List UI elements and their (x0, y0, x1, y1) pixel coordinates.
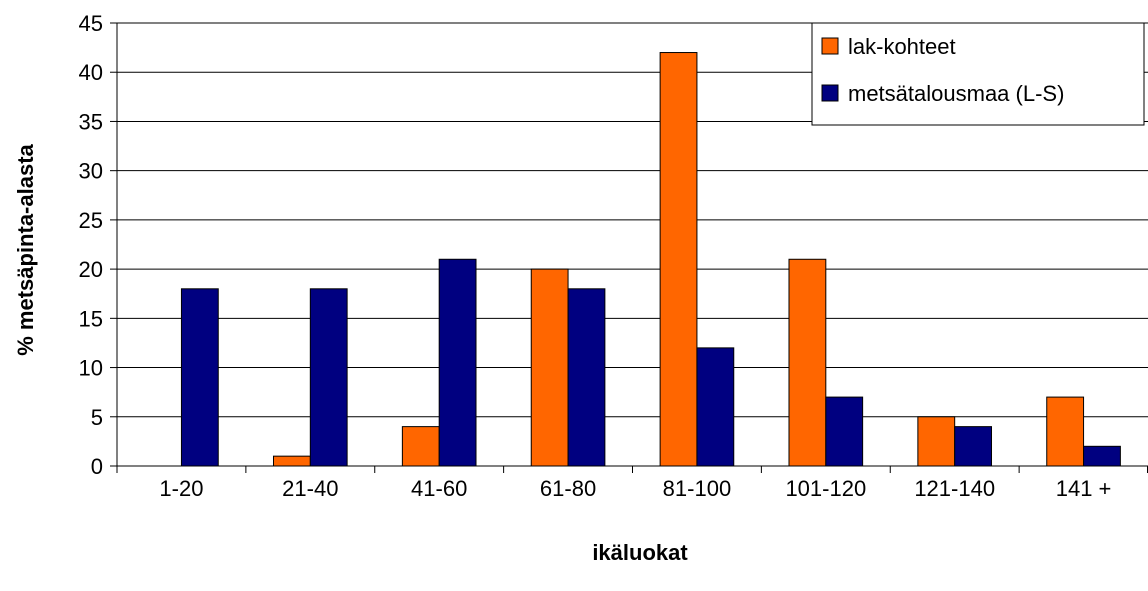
bar-lak-kohteet (272, 455, 311, 467)
x-tick-label: 21-40 (282, 476, 338, 501)
bar-metsatalousmaa (696, 347, 735, 467)
y-tick-label: 25 (79, 208, 103, 233)
legend: lak-kohteet metsätalousmaa (L-S) (811, 22, 1145, 126)
y-tick-label: 45 (79, 11, 103, 36)
bar-lak-kohteet (401, 426, 440, 467)
y-tick-label: 10 (79, 356, 103, 381)
bars (180, 52, 1121, 467)
y-tick-label: 30 (79, 159, 103, 184)
bar-lak-kohteet (530, 268, 569, 467)
x-tick-labels: 1-20 21-40 41-60 61-80 81-100 101-120 121-140 1… (159, 476, 1111, 501)
x-tick-label: 41-60 (411, 476, 467, 501)
legend-label-lak-kohteet: lak-kohteet (848, 34, 956, 59)
y-tick-label: 35 (79, 109, 103, 134)
x-tick-label: 61-80 (540, 476, 596, 501)
y-tick-label: 40 (79, 60, 103, 85)
x-tick-label: 141 + (1056, 476, 1112, 501)
legend-box (811, 22, 1145, 126)
bar-lak-kohteet (1046, 396, 1085, 467)
x-tick-label: 81-100 (663, 476, 732, 501)
bar-metsatalousmaa (438, 258, 477, 467)
bar-metsatalousmaa (954, 426, 993, 467)
bar-metsatalousmaa (567, 288, 606, 467)
bar-metsatalousmaa (1083, 445, 1121, 467)
y-tick-label: 0 (91, 454, 103, 479)
gridlines (117, 22, 1148, 418)
y-tick-labels: 0 5 10 15 20 25 30 35 40 45 (79, 11, 103, 479)
legend-swatch-metsatalousmaa (821, 84, 839, 102)
axes (110, 22, 1148, 473)
bar-metsatalousmaa (825, 396, 864, 467)
y-tick-label: 5 (91, 405, 103, 430)
legend-label-metsatalousmaa: metsätalousmaa (L-S) (848, 81, 1064, 106)
x-axis-title: ikäluokat (592, 540, 688, 565)
bar-lak-kohteet (659, 52, 698, 467)
x-tick-label: 101-120 (785, 476, 866, 501)
y-tick-label: 15 (79, 306, 103, 331)
bar-metsatalousmaa (180, 288, 219, 467)
y-axis-title: % metsäpinta-alasta (13, 143, 38, 355)
x-tick-label: 1-20 (159, 476, 203, 501)
bar-lak-kohteet (917, 416, 956, 467)
y-tick-label: 20 (79, 257, 103, 282)
bar-lak-kohteet (788, 258, 827, 467)
legend-swatch-lak-kohteet (821, 37, 839, 55)
bar-metsatalousmaa (309, 288, 348, 467)
x-tick-label: 121-140 (914, 476, 995, 501)
